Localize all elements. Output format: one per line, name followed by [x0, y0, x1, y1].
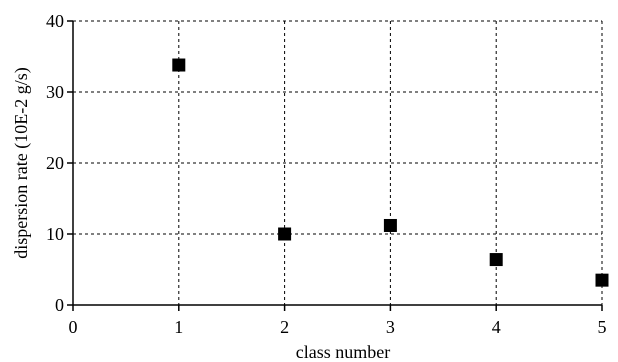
x-axis-title: class number	[296, 342, 390, 362]
x-tick-label: 0	[69, 317, 78, 337]
x-tick-label: 5	[598, 317, 607, 337]
axes	[67, 20, 603, 311]
grid-lines	[73, 20, 603, 305]
y-axis-title: dispersion rate (10E-2 g/s)	[11, 67, 32, 258]
x-tick-label: 3	[386, 317, 395, 337]
y-tick-label: 20	[46, 153, 64, 173]
tick-labels: 0 1 2 3 4 5 0 10 20 30 40	[46, 11, 607, 337]
x-tick-label: 2	[280, 317, 289, 337]
data-point	[278, 227, 292, 241]
x-tick-label: 1	[174, 317, 183, 337]
y-tick-label: 0	[55, 295, 64, 315]
data-point	[595, 273, 609, 287]
x-tick-label: 4	[492, 317, 501, 337]
data-point	[383, 218, 397, 232]
data-point	[172, 58, 186, 72]
data-point	[489, 253, 503, 267]
data-points	[172, 58, 609, 287]
y-tick-label: 40	[46, 11, 64, 31]
y-tick-label: 30	[46, 82, 64, 102]
y-tick-label: 10	[46, 224, 64, 244]
